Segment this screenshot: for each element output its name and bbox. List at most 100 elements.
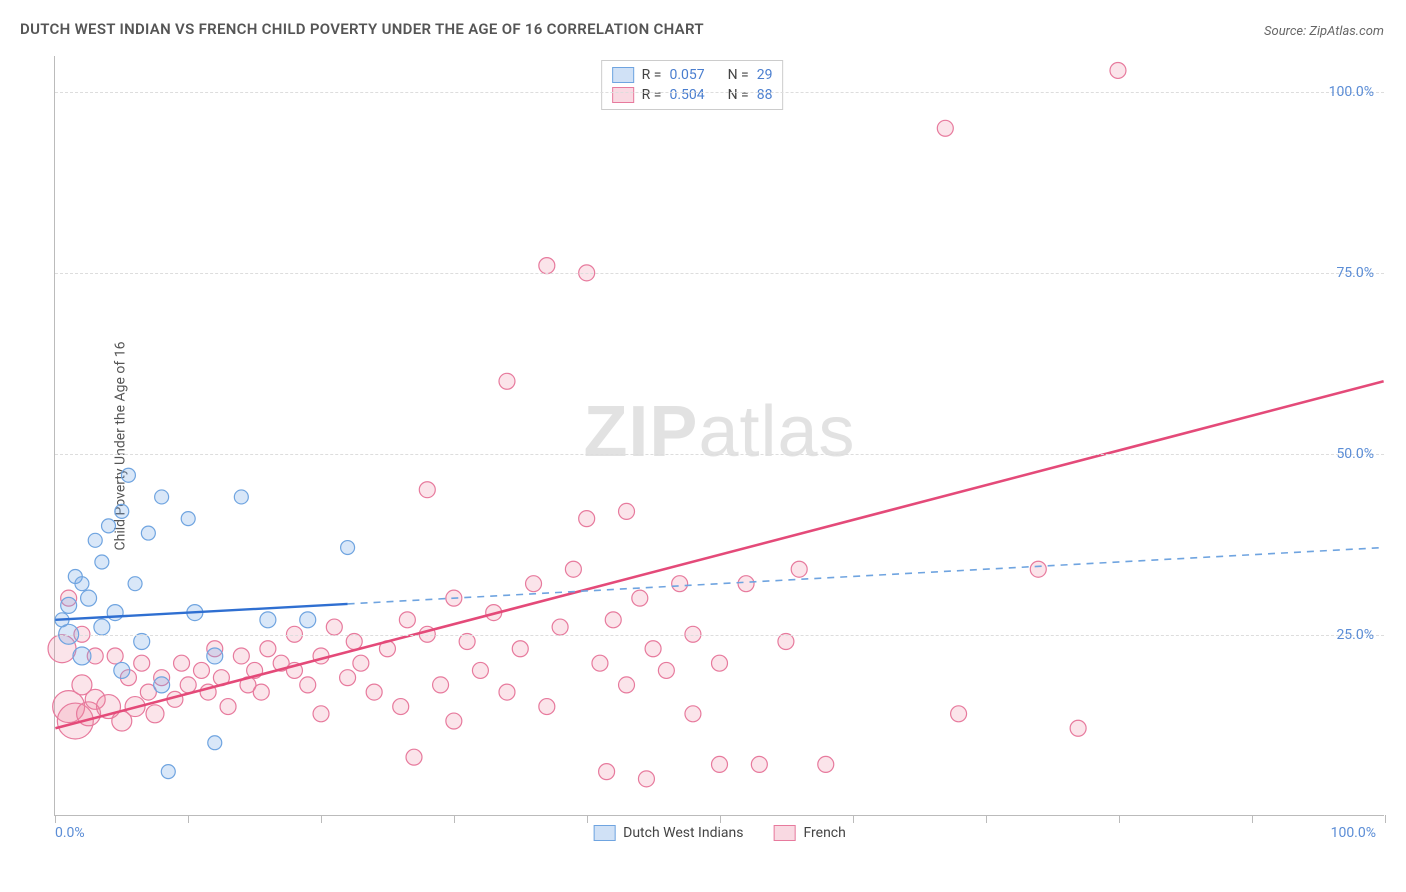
data-point (107, 605, 123, 621)
data-point (619, 503, 635, 519)
data-point (791, 561, 807, 577)
legend-label-blue: Dutch West Indians (623, 825, 743, 841)
data-point (592, 655, 608, 671)
data-point (1030, 561, 1046, 577)
data-point (234, 490, 248, 504)
data-point (472, 662, 488, 678)
data-point (632, 590, 648, 606)
data-point (539, 258, 555, 274)
x-tick-label-max: 100.0% (1331, 825, 1376, 841)
data-point (220, 699, 236, 715)
data-point (233, 648, 249, 664)
data-point (128, 577, 142, 591)
data-point (300, 677, 316, 693)
gridline-h (55, 454, 1384, 455)
data-point (672, 576, 688, 592)
data-point (260, 641, 276, 657)
legend-item-blue: Dutch West Indians (593, 825, 743, 841)
gridline-h (55, 92, 1384, 93)
data-point (419, 482, 435, 498)
data-point (1110, 62, 1126, 78)
x-tick (986, 815, 987, 823)
data-point (751, 756, 767, 772)
data-point (512, 641, 528, 657)
data-point (366, 684, 382, 700)
gridline-h (55, 635, 1384, 636)
data-point (399, 612, 415, 628)
data-point (326, 619, 342, 635)
legend-label-pink: French (803, 825, 845, 841)
data-point (95, 555, 109, 569)
data-point (341, 541, 355, 555)
data-point (638, 771, 654, 787)
legend-item-pink: French (773, 825, 845, 841)
data-point (539, 699, 555, 715)
y-tick-label: 25.0% (1336, 627, 1374, 643)
x-tick (720, 815, 721, 823)
data-point (154, 677, 170, 693)
data-point (155, 490, 169, 504)
x-tick-label-min: 0.0% (55, 825, 85, 841)
data-point (107, 648, 123, 664)
source-label: Source: ZipAtlas.com (1264, 24, 1384, 39)
data-point (75, 577, 89, 591)
data-point (446, 713, 462, 729)
x-tick (587, 815, 588, 823)
x-tick (853, 815, 854, 823)
data-point (114, 662, 130, 678)
data-point (208, 736, 222, 750)
data-point (81, 590, 97, 606)
x-tick (55, 815, 56, 823)
gridline-h (55, 273, 1384, 274)
data-point (393, 699, 409, 715)
data-point (121, 468, 135, 482)
data-point (161, 765, 175, 779)
data-point (433, 677, 449, 693)
data-point (499, 684, 515, 700)
data-point (645, 641, 661, 657)
data-point (712, 655, 728, 671)
data-point (253, 684, 269, 700)
legend-series: Dutch West Indians French (593, 825, 846, 841)
y-tick-label: 75.0% (1336, 265, 1374, 281)
data-point (300, 612, 316, 628)
data-point (579, 511, 595, 527)
data-point (115, 504, 129, 518)
x-tick (1252, 815, 1253, 823)
data-point (193, 662, 209, 678)
y-tick-label: 50.0% (1336, 446, 1374, 462)
data-point (340, 670, 356, 686)
data-point (937, 120, 953, 136)
data-point (1070, 720, 1086, 736)
y-tick-label: 100.0% (1329, 84, 1374, 100)
x-tick (1385, 815, 1386, 823)
scatter-svg (55, 56, 1384, 815)
data-point (180, 677, 196, 693)
data-point (552, 619, 568, 635)
x-tick (188, 815, 189, 823)
data-point (605, 612, 621, 628)
data-point (353, 655, 369, 671)
data-point (738, 576, 754, 592)
data-point (658, 662, 674, 678)
data-point (181, 512, 195, 526)
data-point (146, 705, 164, 723)
data-point (499, 373, 515, 389)
data-point (134, 655, 150, 671)
trend-line (55, 381, 1383, 728)
data-point (526, 576, 542, 592)
data-point (406, 749, 422, 765)
data-point (599, 764, 615, 780)
data-point (818, 756, 834, 772)
data-point (712, 756, 728, 772)
trend-line (348, 548, 1384, 604)
chart-title: DUTCH WEST INDIAN VS FRENCH CHILD POVERT… (20, 20, 704, 38)
x-tick (1119, 815, 1120, 823)
data-point (619, 677, 635, 693)
data-point (141, 526, 155, 540)
data-point (951, 706, 967, 722)
chart-plot-area: ZIPatlas R = 0.057 N = 29 R = 0.504 N = … (54, 56, 1384, 816)
data-point (260, 612, 276, 628)
data-point (88, 533, 102, 547)
data-point (565, 561, 581, 577)
